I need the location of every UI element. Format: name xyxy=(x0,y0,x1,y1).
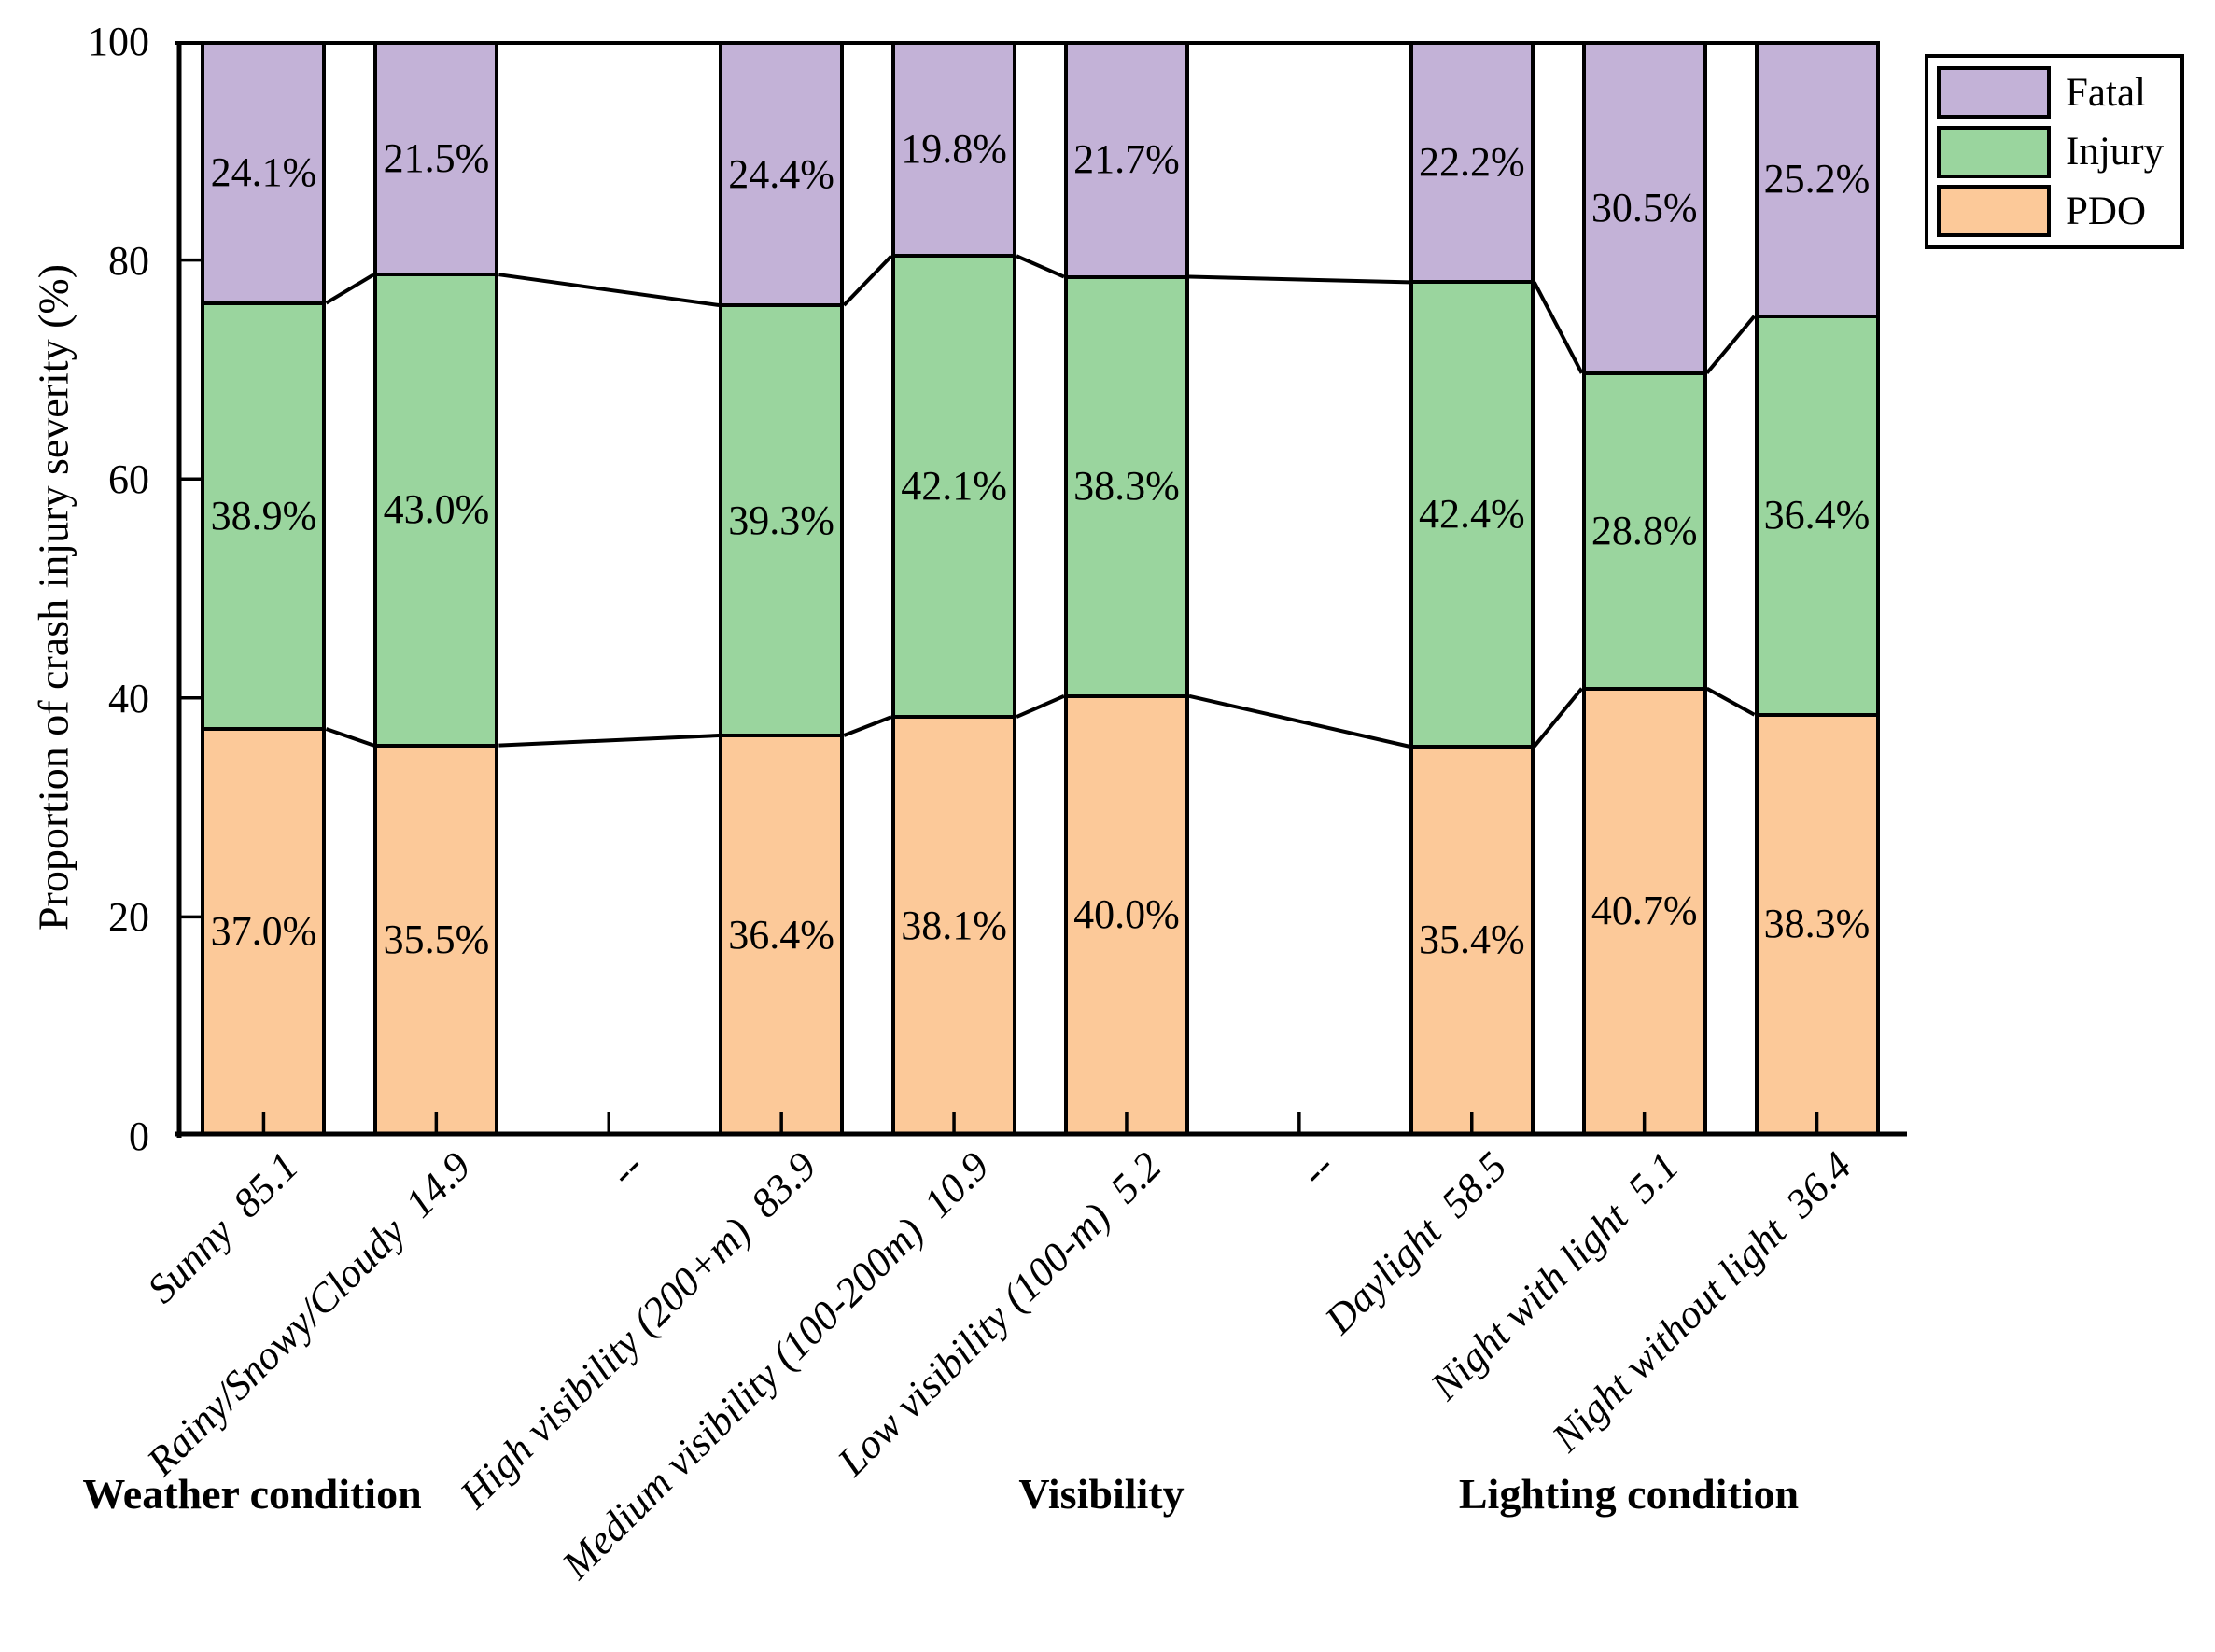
x-tick-label: Low visibility (100-m) 5.2 xyxy=(828,1142,1171,1485)
legend-label: PDO xyxy=(2066,189,2147,233)
segment-percentage-label: 36.4% xyxy=(1763,492,1871,539)
legend-swatch-icon xyxy=(1937,185,2051,237)
segment-percentage-label: 38.3% xyxy=(1763,901,1871,947)
legend-label: Injury xyxy=(2066,130,2165,174)
segment-percentage-label: 40.7% xyxy=(1591,888,1698,934)
bar-segment-fatal: 21.5% xyxy=(373,41,499,277)
segment-percentage-label: 21.7% xyxy=(1073,136,1180,183)
segment-percentage-label: 38.9% xyxy=(210,492,317,539)
segment-connector-line xyxy=(842,254,893,307)
segment-percentage-label: 35.5% xyxy=(383,916,490,962)
stacked-bar: 21.7% 38.3% 40.0% xyxy=(1064,41,1189,1136)
axis-group-label: Weather condition xyxy=(82,1470,422,1518)
bar-segment-fatal: 21.7% xyxy=(1064,41,1189,279)
segment-connector-line xyxy=(498,734,720,748)
bar-segment-pdo: 40.0% xyxy=(1064,693,1189,1136)
bar-segment-injury: 38.9% xyxy=(201,301,327,731)
x-tick-label: High visibility (200+m) 83.9 xyxy=(451,1142,825,1518)
segment-percentage-label: 36.4% xyxy=(728,911,834,958)
axis-group-label: Lighting condition xyxy=(1458,1470,1800,1518)
x-tick-label: Sunny 85.1 xyxy=(138,1142,307,1312)
bar-segment-pdo: 38.3% xyxy=(1754,712,1880,1136)
bar-segment-injury: 28.8% xyxy=(1581,371,1707,691)
legend-swatch-icon xyxy=(1937,66,2051,119)
bar-segment-fatal: 22.2% xyxy=(1409,41,1535,285)
bar-segment-pdo: 35.5% xyxy=(373,743,499,1136)
bar-segment-injury: 42.4% xyxy=(1409,280,1535,749)
bar-segment-pdo: 36.4% xyxy=(719,734,845,1136)
y-tick-label: 100 xyxy=(88,19,149,64)
x-tick-label: Night without light 36.4 xyxy=(1543,1142,1861,1461)
y-tick-label: 60 xyxy=(108,456,149,503)
segment-percentage-label: 37.0% xyxy=(210,908,317,954)
segment-percentage-label: 25.2% xyxy=(1763,156,1871,203)
segment-percentage-label: 42.1% xyxy=(901,463,1007,510)
bar-segment-pdo: 37.0% xyxy=(201,727,327,1136)
legend-item: Injury xyxy=(1937,125,2175,178)
segment-percentage-label: 38.1% xyxy=(901,902,1007,948)
bar-segment-pdo: 40.7% xyxy=(1581,686,1707,1136)
legend-item: PDO xyxy=(1937,185,2175,237)
y-tick-label: 20 xyxy=(108,894,149,941)
segment-connector-line xyxy=(1705,686,1756,717)
segment-percentage-label: 19.8% xyxy=(901,126,1007,173)
x-tick-label: Daylight 58.5 xyxy=(1315,1142,1516,1343)
stacked-bar: 22.2% 42.4% 35.4% xyxy=(1409,41,1535,1136)
segment-percentage-label: 40.0% xyxy=(1073,891,1180,938)
segment-connector-line xyxy=(498,273,720,308)
bar-segment-pdo: 35.4% xyxy=(1409,744,1535,1136)
x-tick-label: Rainy/Snowy/Cloudy 14.9 xyxy=(138,1142,480,1485)
bar-segment-fatal: 30.5% xyxy=(1581,41,1707,375)
bar-segment-injury: 39.3% xyxy=(719,303,845,737)
segment-percentage-label: 43.0% xyxy=(383,486,490,533)
segment-percentage-label: 39.3% xyxy=(728,497,834,543)
legend-label: Fatal xyxy=(2066,70,2146,115)
stacked-bar: 24.1% 38.9% 37.0% xyxy=(201,41,327,1136)
axis-group-label: Visibility xyxy=(1018,1470,1185,1518)
segment-connector-line xyxy=(325,273,375,305)
stacked-bar: 30.5% 28.8% 40.7% xyxy=(1581,41,1707,1136)
bar-segment-injury: 38.3% xyxy=(1064,274,1189,698)
segment-percentage-label: 30.5% xyxy=(1591,184,1698,231)
bar-segment-injury: 36.4% xyxy=(1754,314,1880,717)
y-tick-label: 80 xyxy=(108,237,149,284)
x-tick-label: -- xyxy=(1291,1142,1343,1196)
x-tick-label: -- xyxy=(600,1142,652,1196)
y-tick-label: 40 xyxy=(108,675,149,721)
segment-connector-line xyxy=(325,727,375,748)
segment-percentage-label: 28.8% xyxy=(1591,507,1698,553)
bar-segment-injury: 42.1% xyxy=(891,254,1017,720)
segment-connector-line xyxy=(1533,687,1584,749)
segment-connector-line xyxy=(843,715,892,737)
stacked-bar: 25.2% 36.4% 38.3% xyxy=(1754,41,1880,1136)
stacked-bar: 24.4% 39.3% 36.4% xyxy=(719,41,845,1136)
segment-connector-line xyxy=(1016,693,1065,719)
segment-percentage-label: 24.1% xyxy=(210,149,317,196)
y-tick-label: 0 xyxy=(129,1113,149,1159)
segment-connector-line xyxy=(1188,274,1409,285)
segment-percentage-label: 35.4% xyxy=(1418,917,1525,963)
segment-percentage-label: 24.4% xyxy=(728,150,834,197)
bar-segment-pdo: 38.1% xyxy=(891,715,1017,1136)
segment-connector-line xyxy=(1705,315,1757,375)
segment-connector-line xyxy=(1016,254,1065,279)
segment-percentage-label: 21.5% xyxy=(383,135,490,182)
segment-connector-line xyxy=(1188,693,1410,749)
segment-percentage-label: 22.2% xyxy=(1418,139,1525,186)
bar-segment-fatal: 19.8% xyxy=(891,41,1017,259)
segment-percentage-label: 42.4% xyxy=(1418,491,1525,538)
bar-segment-fatal: 24.1% xyxy=(201,41,327,305)
segment-connector-line xyxy=(1532,281,1584,374)
stacked-bar: 21.5% 43.0% 35.5% xyxy=(373,41,499,1136)
bar-segment-fatal: 24.4% xyxy=(719,41,845,307)
stacked-bar: 19.8% 42.1% 38.1% xyxy=(891,41,1017,1136)
legend-swatch-icon xyxy=(1937,125,2051,178)
legend: Fatal Injury PDO xyxy=(1925,54,2184,249)
bar-segment-fatal: 25.2% xyxy=(1754,41,1880,318)
legend-item: Fatal xyxy=(1937,66,2175,119)
y-axis-title: Proportion of crash injury severity (%) xyxy=(29,263,77,931)
bar-segment-injury: 43.0% xyxy=(373,273,499,748)
segment-percentage-label: 38.3% xyxy=(1073,463,1180,510)
